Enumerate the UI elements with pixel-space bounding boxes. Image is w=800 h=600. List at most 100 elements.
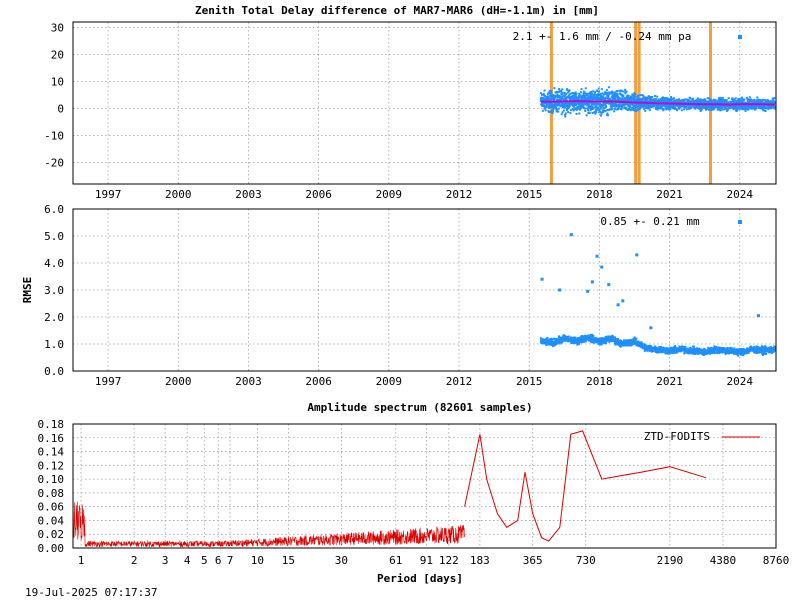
- ztd-point: [571, 107, 574, 110]
- ztd-point: [582, 104, 585, 107]
- ztd-point: [597, 108, 600, 111]
- rmse-point: [591, 341, 594, 344]
- spectrum-ytick-label: 0.12: [38, 459, 65, 472]
- ztd-point: [685, 105, 688, 108]
- ztd-point: [610, 105, 613, 108]
- ztd-point: [604, 104, 607, 107]
- spectrum-title: Amplitude spectrum (82601 samples): [307, 401, 532, 414]
- ztd-point: [724, 99, 727, 102]
- ztd-point: [607, 98, 610, 101]
- ztd-point: [582, 92, 585, 95]
- ztd-point: [545, 99, 548, 102]
- ztd-point: [577, 101, 580, 104]
- rmse-point: [546, 339, 549, 342]
- ztd-point: [619, 93, 622, 96]
- rmse-point: [688, 349, 691, 352]
- rmse-point: [729, 346, 732, 349]
- ztd-point: [599, 96, 602, 99]
- ztd-legend-marker: [738, 35, 742, 39]
- ztd-point: [593, 103, 596, 106]
- rmse-xtick-label: 2006: [305, 375, 332, 388]
- rmse-xtick-label: 1997: [95, 375, 122, 388]
- ztd-point: [731, 105, 734, 108]
- ztd-point: [575, 103, 578, 106]
- rmse-xtick-label: 2000: [165, 375, 192, 388]
- ztd-point: [668, 106, 671, 109]
- ztd-point: [572, 109, 575, 112]
- ztd-point: [583, 94, 586, 97]
- ztd-point: [567, 94, 570, 97]
- ztd-point: [661, 98, 664, 101]
- spectrum-xtick-label: 730: [576, 554, 596, 567]
- rmse-point: [695, 348, 698, 351]
- rmse-point: [666, 348, 669, 351]
- rmse-point: [613, 337, 616, 340]
- ztd-point: [626, 103, 629, 106]
- ztd-point: [678, 107, 681, 110]
- rmse-point: [667, 349, 670, 352]
- ztd-point: [693, 101, 696, 104]
- rmse-point: [678, 345, 681, 348]
- ztd-point: [674, 99, 677, 102]
- ztd-point: [551, 112, 554, 115]
- ztd-point: [580, 106, 583, 109]
- ztd-point: [633, 105, 636, 108]
- ztd-ytick-label: 20: [51, 48, 64, 61]
- rmse-legend-marker: [738, 220, 742, 224]
- ztd-point: [571, 91, 574, 94]
- ztd-point: [635, 99, 638, 102]
- ztd-point: [599, 111, 602, 114]
- ztd-point: [596, 95, 599, 98]
- ztd-point: [545, 106, 548, 109]
- ztd-point: [678, 106, 681, 109]
- rmse-ytick-label: 6.0: [44, 203, 64, 216]
- ztd-point: [748, 96, 751, 99]
- ztd-point: [637, 99, 640, 102]
- ztd-point: [570, 103, 573, 106]
- rmse-annotation: 0.85 +- 0.21 mm: [600, 215, 700, 228]
- rmse-point: [644, 347, 647, 350]
- rmse-point: [747, 351, 750, 354]
- ztd-point: [621, 96, 624, 99]
- rmse-point: [730, 352, 733, 355]
- ztd-point: [624, 103, 627, 106]
- ztd-point: [580, 91, 583, 94]
- ztd-point: [676, 109, 679, 112]
- ztd-point: [586, 98, 589, 101]
- ztd-point: [631, 104, 634, 107]
- ztd-point: [740, 99, 743, 102]
- rmse-outlier: [635, 253, 639, 257]
- rmse-point: [609, 335, 612, 338]
- rmse-point: [697, 347, 700, 350]
- ztd-point: [613, 104, 616, 107]
- ztd-point: [603, 91, 606, 94]
- ztd-point: [762, 109, 765, 112]
- ztd-point: [727, 97, 730, 100]
- spectrum-xtick-label: 183: [470, 554, 490, 567]
- rmse-point: [772, 350, 775, 353]
- ztd-point: [617, 106, 620, 109]
- ztd-point: [594, 112, 597, 115]
- ztd-point: [736, 106, 739, 109]
- ztd-point: [648, 106, 651, 109]
- ztd-point: [565, 103, 568, 106]
- rmse-point: [558, 336, 561, 339]
- ztd-point: [585, 94, 588, 97]
- ztd-point: [647, 95, 650, 98]
- ztd-point: [566, 88, 569, 91]
- ztd-point: [707, 100, 710, 103]
- ztd-point: [590, 95, 593, 98]
- ztd-point: [717, 106, 720, 109]
- ztd-point: [602, 109, 605, 112]
- ztd-point: [680, 100, 683, 103]
- ztd-point: [666, 97, 669, 100]
- spectrum-ytick-label: 0.16: [38, 432, 65, 445]
- rmse-point: [758, 346, 761, 349]
- rmse-point: [561, 341, 564, 344]
- rmse-point: [736, 353, 739, 356]
- ztd-point: [614, 99, 617, 102]
- spectrum-xtick-label: 10: [251, 554, 264, 567]
- ztd-point: [541, 103, 544, 106]
- ztd-point: [685, 98, 688, 101]
- ztd-point: [629, 105, 632, 108]
